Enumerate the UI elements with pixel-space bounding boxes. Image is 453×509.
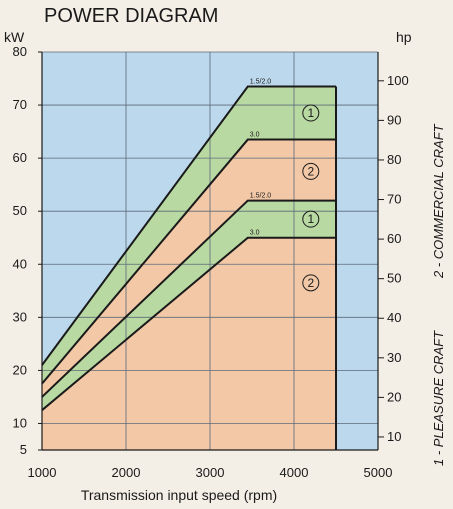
series-label: 3.0 bbox=[250, 230, 260, 237]
hp-tick-label: 70 bbox=[387, 192, 401, 207]
region-marker-circle bbox=[302, 104, 320, 122]
chart-title: POWER DIAGRAM bbox=[44, 5, 218, 27]
series-label: 3.0 bbox=[250, 132, 260, 139]
y-unit-kw: kW bbox=[4, 29, 25, 45]
hp-tick-label: 20 bbox=[387, 389, 401, 404]
region-marker-label: 2 bbox=[307, 276, 314, 290]
region-marker-label: 2 bbox=[307, 164, 314, 178]
region-marker-label: 1 bbox=[307, 106, 314, 120]
y-tick-label: 20 bbox=[13, 362, 27, 377]
y-tick-label: 40 bbox=[13, 256, 27, 271]
region-marker-circle bbox=[302, 162, 320, 180]
series-line bbox=[41, 138, 336, 385]
x-axis-label: Transmission input speed (rpm) bbox=[81, 487, 277, 503]
pleasure-band-upper bbox=[42, 86, 336, 384]
series-line bbox=[41, 85, 336, 366]
region-marker-label: 1 bbox=[307, 212, 314, 226]
hp-tick-label: 10 bbox=[387, 429, 401, 444]
y-tick-label: 60 bbox=[13, 150, 27, 165]
label-pleasure-craft: 1 - PLEASURE CRAFT bbox=[431, 330, 446, 466]
x-tick-label: 3000 bbox=[196, 465, 225, 480]
y-unit-hp: hp bbox=[396, 29, 412, 45]
label-commercial-craft: 2 - COMMERCIAL CRAFT bbox=[431, 123, 446, 279]
x-tick-label: 5000 bbox=[364, 465, 393, 480]
series-label: 1.5/2.0 bbox=[250, 193, 272, 200]
hp-tick-label: 90 bbox=[387, 112, 401, 127]
y-tick-label: 5 bbox=[20, 442, 27, 457]
hp-tick-label: 40 bbox=[387, 310, 401, 325]
series-label: 1.5/2.0 bbox=[250, 78, 272, 85]
x-tick-label: 2000 bbox=[112, 465, 141, 480]
y-tick-label: 10 bbox=[13, 415, 27, 430]
x-tick-label: 1000 bbox=[28, 465, 57, 480]
y-tick-label: 70 bbox=[13, 97, 27, 112]
region-marker-circle bbox=[302, 210, 320, 228]
y-tick-label: 50 bbox=[13, 203, 27, 218]
series-line bbox=[41, 236, 336, 411]
hp-tick-label: 60 bbox=[387, 231, 401, 246]
hp-tick-label: 50 bbox=[387, 271, 401, 286]
y-tick-label: 30 bbox=[13, 309, 27, 324]
x-tick-label: 4000 bbox=[280, 465, 309, 480]
y-tick-label: 80 bbox=[13, 44, 27, 59]
series-line bbox=[41, 199, 336, 398]
pleasure-band-lower bbox=[42, 200, 336, 411]
region-marker-circle bbox=[302, 274, 320, 292]
hp-tick-label: 100 bbox=[387, 73, 409, 88]
hp-tick-label: 30 bbox=[387, 350, 401, 365]
hp-tick-label: 80 bbox=[387, 152, 401, 167]
